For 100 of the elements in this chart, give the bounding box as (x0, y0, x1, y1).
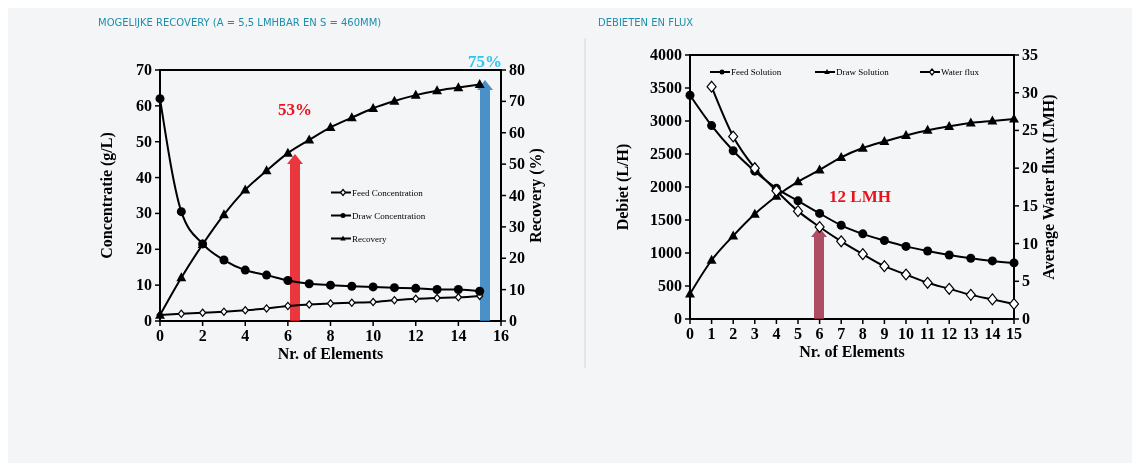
y-tick-label: 3000 (650, 112, 682, 129)
point (305, 300, 313, 309)
y2-axis-title: Average Water flux (LMH) (1040, 94, 1058, 280)
point (453, 284, 463, 294)
point (176, 207, 186, 217)
y2-tick-label: 20 (509, 249, 525, 267)
point (792, 205, 804, 218)
point (857, 248, 868, 261)
x-tick-label: 3 (750, 325, 759, 342)
point (944, 250, 954, 260)
point (706, 254, 717, 264)
point (965, 117, 976, 127)
y-axis-title: Debiet (L/H) (614, 143, 632, 231)
y2-tick-label: 20 (1022, 159, 1038, 177)
point (199, 308, 207, 317)
x-tick-label: 16 (493, 327, 509, 344)
y2-tick-label: 5 (1022, 272, 1030, 290)
y2-tick-label: 35 (1022, 46, 1038, 63)
y-tick-label: 0 (144, 312, 152, 329)
point (922, 124, 933, 134)
point (901, 130, 911, 140)
x-tick-label: 12 (941, 325, 958, 342)
point (987, 115, 998, 125)
point (707, 121, 717, 131)
x-tick-label: 2 (729, 325, 738, 342)
x-tick-label: 15 (1006, 325, 1022, 342)
point (901, 241, 911, 251)
x-tick-label: 1 (707, 325, 716, 342)
point (348, 298, 356, 307)
y2-tick-label: 60 (509, 123, 525, 141)
y-tick-label: 2000 (650, 178, 682, 195)
point (155, 94, 165, 104)
point (987, 256, 997, 266)
point (389, 283, 399, 293)
y2-tick-label: 40 (509, 186, 525, 204)
chart-title: MOGELIJKE RECOVERY (A = 5,5 LMHBAR EN S = 460MM) (98, 17, 382, 28)
x-tick-label: 8 (858, 325, 867, 342)
x-tick-label: 4 (241, 327, 250, 344)
y2-tick-label: 80 (509, 61, 525, 78)
point (282, 147, 293, 157)
point (728, 130, 739, 143)
point (304, 134, 315, 144)
point (793, 196, 803, 206)
point (390, 296, 399, 305)
y2-tick-label: 25 (1022, 121, 1038, 139)
x-tick-label: 9 (880, 325, 889, 342)
point (987, 293, 998, 306)
point (836, 235, 847, 248)
point (965, 288, 976, 301)
point (432, 85, 443, 95)
point (218, 209, 229, 219)
x-tick-label: 6 (815, 325, 824, 342)
point (389, 95, 400, 105)
point (966, 253, 976, 263)
point (219, 255, 229, 265)
point (241, 306, 249, 315)
point (368, 102, 379, 112)
point (1009, 258, 1019, 268)
legend-label: Recovery (352, 233, 387, 244)
x-tick-label: 14 (450, 327, 467, 344)
point (326, 280, 335, 290)
point (284, 301, 292, 311)
x-tick-label: 8 (326, 327, 335, 344)
x-tick-label: 0 (156, 327, 164, 344)
y-tick-label: 10 (136, 276, 152, 294)
point (325, 122, 336, 132)
point (474, 79, 485, 89)
y2-tick-label: 10 (1022, 234, 1038, 252)
point (261, 165, 272, 175)
y2-tick-label: 15 (1022, 196, 1038, 214)
point (815, 208, 825, 218)
y-tick-label: 40 (136, 168, 152, 186)
point (220, 307, 228, 316)
chart-title: DEBIETEN EN FLUX (598, 17, 694, 28)
point (177, 309, 185, 319)
y2-tick-label: 70 (509, 92, 525, 110)
y-tick-label: 1500 (650, 211, 682, 228)
point (814, 220, 825, 233)
point (432, 284, 442, 294)
y-tick-label: 1000 (650, 244, 682, 261)
y-tick-label: 500 (658, 277, 682, 294)
point (836, 151, 847, 161)
point (410, 89, 421, 99)
point (262, 304, 271, 313)
point (262, 270, 272, 280)
y-tick-label: 30 (136, 204, 152, 222)
point (283, 275, 293, 285)
y-tick-label: 70 (136, 61, 152, 78)
point (240, 265, 250, 275)
point (900, 268, 912, 281)
x-tick-label: 10 (898, 325, 914, 342)
x-axis-title: Nr. of Elements (277, 345, 384, 362)
y2-tick-label: 10 (509, 280, 525, 298)
point (347, 281, 357, 291)
legend-label: Draw Solution (836, 67, 890, 77)
x-tick-label: 6 (283, 327, 292, 344)
point (304, 279, 314, 289)
x-tick-label: 7 (837, 325, 846, 342)
x-tick-label: 14 (984, 325, 1001, 342)
y-tick-label: 2500 (650, 145, 682, 162)
